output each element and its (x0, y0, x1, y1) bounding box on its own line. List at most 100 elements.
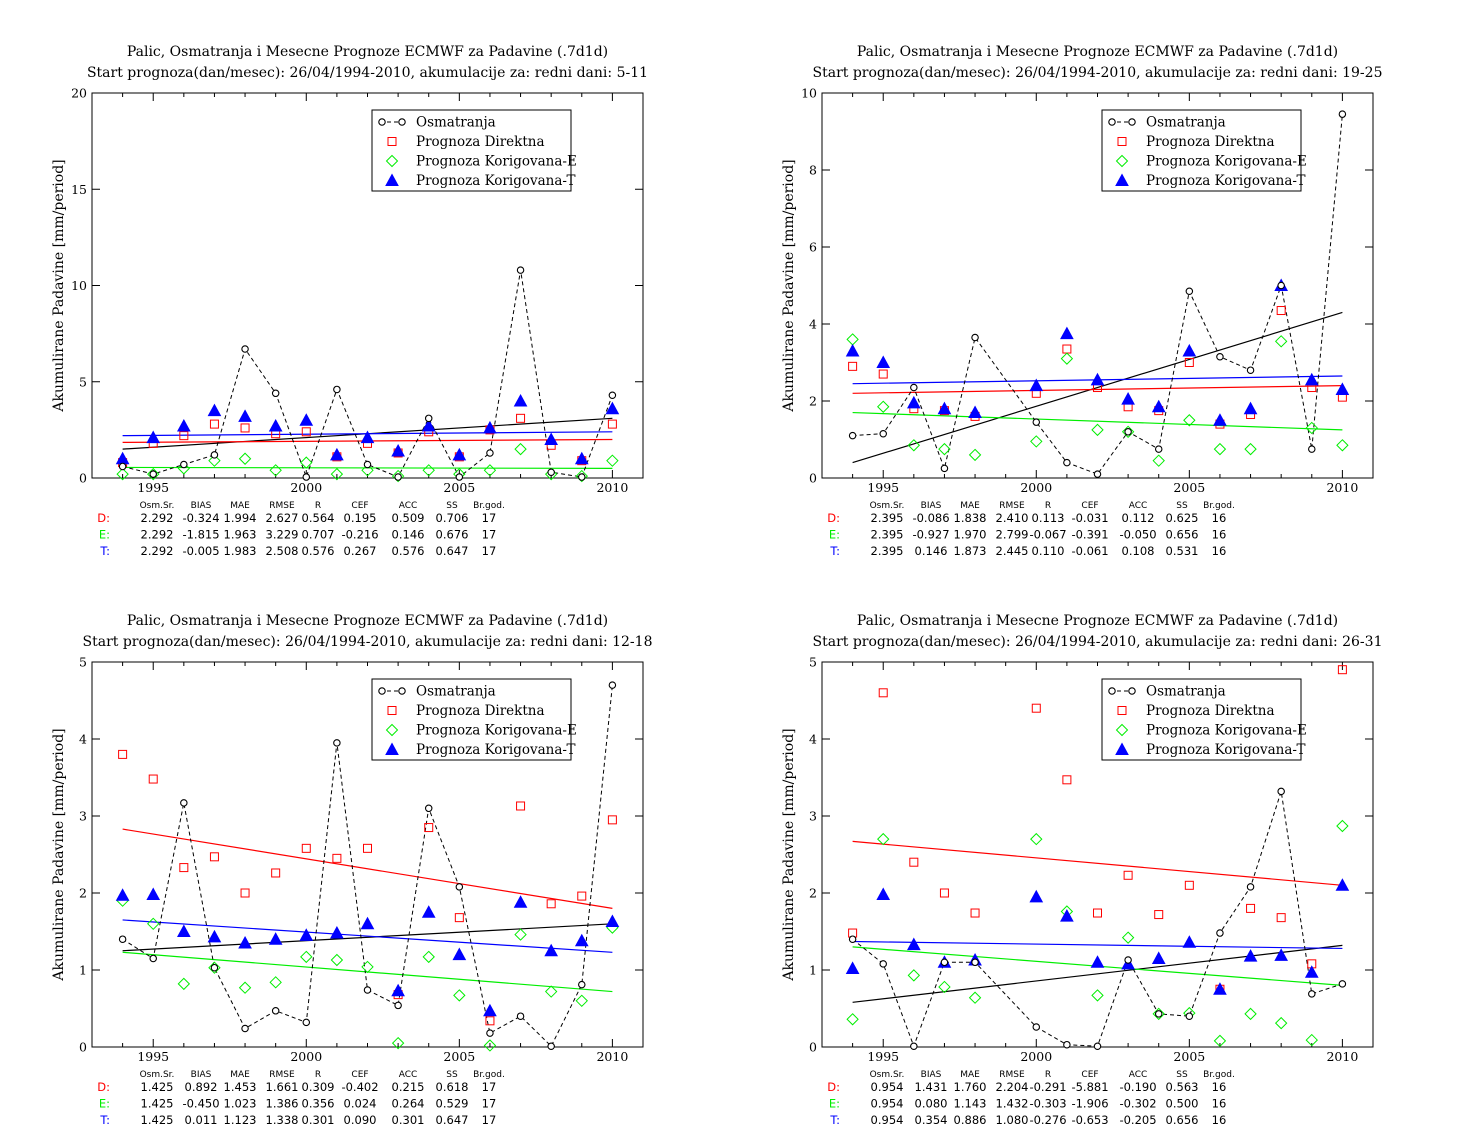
data-point (268, 418, 283, 432)
stats-value: 17 (482, 1080, 497, 1094)
stats-header: MAE (960, 501, 980, 511)
data-point (877, 400, 890, 413)
data-point (1029, 378, 1044, 392)
stats-value: 0.563 (1166, 1080, 1199, 1094)
stats-value: -0.653 (1071, 1113, 1108, 1127)
data-point (1213, 1034, 1227, 1048)
data-point (1184, 358, 1194, 367)
stats-value: 0.354 (915, 1113, 948, 1127)
stats-row-label: D: (97, 1080, 110, 1094)
data-point (333, 385, 341, 394)
stats-value: 0.886 (954, 1113, 987, 1127)
data-point (907, 969, 921, 982)
stats-value: 0.011 (185, 1113, 218, 1127)
data-point (1336, 819, 1349, 833)
stats-row-label: E: (99, 1097, 110, 1111)
x-tick-label: 2005 (443, 480, 475, 495)
x-tick-label: 1995 (867, 480, 899, 495)
x-tick-label: 2000 (290, 1049, 322, 1064)
data-point (1060, 909, 1074, 922)
stats-value: 0.531 (1166, 544, 1199, 558)
legend-marker (378, 687, 386, 695)
data-point (1305, 1033, 1318, 1047)
data-point (574, 451, 589, 465)
stats-header: CEF (1081, 501, 1098, 511)
stats-value: -0.050 (1119, 528, 1156, 542)
trend-line-1 (852, 944, 1343, 1003)
data-point (1063, 1040, 1071, 1049)
stats-value: 0.954 (871, 1097, 904, 1111)
data-point (971, 333, 979, 342)
stats-row-label: T: (99, 544, 110, 558)
data-point (483, 1003, 497, 1017)
legend-box (371, 678, 572, 761)
stats-row-label: E: (99, 528, 110, 542)
data-point (910, 383, 918, 392)
stats-header: MAE (230, 1070, 250, 1080)
data-point (177, 462, 191, 475)
data-point (118, 935, 127, 943)
stats-value: -0.324 (182, 511, 219, 525)
stats-value: 2.395 (871, 511, 904, 525)
stats-value: 0.301 (302, 1113, 335, 1127)
data-point (547, 1042, 555, 1050)
trend-line-1 (852, 311, 1343, 464)
data-point (544, 432, 559, 445)
stats-header: SS (1176, 1070, 1188, 1080)
x-tick-label: 2010 (1326, 1049, 1358, 1064)
data-point (1062, 775, 1072, 785)
stats-header: BIAS (921, 1070, 942, 1080)
x-tick-label: 2000 (1020, 1049, 1052, 1064)
data-point (878, 369, 888, 379)
data-point (176, 924, 191, 937)
data-point (1091, 989, 1104, 1002)
stats-value: 0.215 (392, 1080, 425, 1094)
data-point (845, 961, 860, 974)
data-point (1154, 445, 1163, 453)
legend-label: Prognoza Korigovana-E (416, 154, 577, 170)
data-point (208, 961, 221, 974)
data-point (421, 418, 436, 432)
data-point (238, 936, 252, 949)
stats-header: RMSE (999, 1070, 1025, 1080)
observation-line (852, 114, 1343, 475)
trend-line-2 (122, 828, 613, 909)
y-tick-label: 0 (79, 1040, 87, 1055)
stats-value: 0.509 (392, 511, 425, 525)
data-point (179, 431, 189, 441)
data-point (1093, 908, 1102, 918)
data-point (938, 980, 951, 994)
stats-header: ACC (399, 1070, 418, 1080)
data-point (1274, 1016, 1288, 1030)
data-point (547, 468, 555, 476)
stats-value: 1.425 (141, 1097, 174, 1111)
data-point (241, 345, 249, 353)
legend-marker (1108, 687, 1116, 695)
stats-header: BIAS (921, 501, 942, 511)
data-point (363, 986, 372, 994)
data-point (361, 960, 374, 974)
data-point (1124, 956, 1132, 964)
stats-value: 0.024 (344, 1097, 377, 1111)
stats-value: -1.906 (1071, 1097, 1108, 1111)
stats-value: 0.080 (915, 1097, 948, 1111)
stats-value: 0.356 (302, 1097, 335, 1111)
stats-value: 2.410 (996, 511, 1029, 525)
chart-panel-2: Palic, Osmatranja i Mesecne Prognoze ECM… (781, 44, 1382, 558)
legend-marker (1117, 137, 1127, 146)
stats-value: 0.656 (1166, 528, 1199, 542)
data-point (909, 857, 919, 867)
stats-value: 2.292 (141, 544, 174, 558)
data-point (1244, 442, 1257, 456)
stats-value: 16 (1212, 511, 1227, 525)
legend-marker (398, 118, 406, 126)
data-point (938, 442, 951, 456)
x-tick-label: 2010 (596, 1049, 628, 1064)
data-point (146, 430, 161, 444)
observation-line (852, 791, 1343, 1048)
stats-value: 17 (482, 544, 497, 558)
stats-header: R (1045, 501, 1051, 511)
data-point (1338, 110, 1347, 118)
data-point (1216, 352, 1224, 361)
data-point (605, 401, 620, 415)
